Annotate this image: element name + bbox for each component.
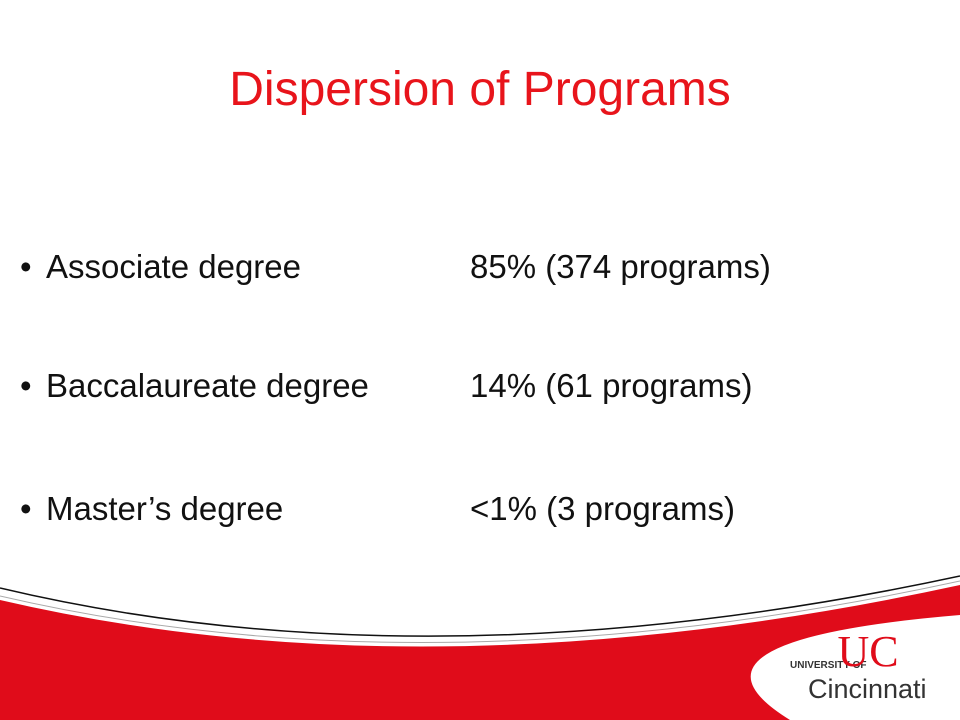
item-label: Baccalaureate degree xyxy=(46,367,369,404)
item-label: Associate degree xyxy=(46,248,301,285)
item-value: 14% (61 programs) xyxy=(470,367,753,404)
logo-monogram: UC xyxy=(837,627,898,676)
bullet: • xyxy=(20,248,32,285)
logo-name: Cincinnati xyxy=(808,674,927,704)
slide-title: Dispersion of Programs xyxy=(229,63,731,116)
logo-prefix: UNIVERSITY OF xyxy=(790,660,867,671)
black-curve xyxy=(0,575,960,637)
bullet: • xyxy=(20,367,32,404)
bullet: • xyxy=(20,490,32,527)
red-swoosh xyxy=(0,585,960,720)
item-label: Master’s degree xyxy=(46,490,284,527)
item-value: 85% (374 programs) xyxy=(470,248,771,285)
item-value: <1% (3 programs) xyxy=(470,490,736,527)
gray-curve xyxy=(0,580,960,644)
